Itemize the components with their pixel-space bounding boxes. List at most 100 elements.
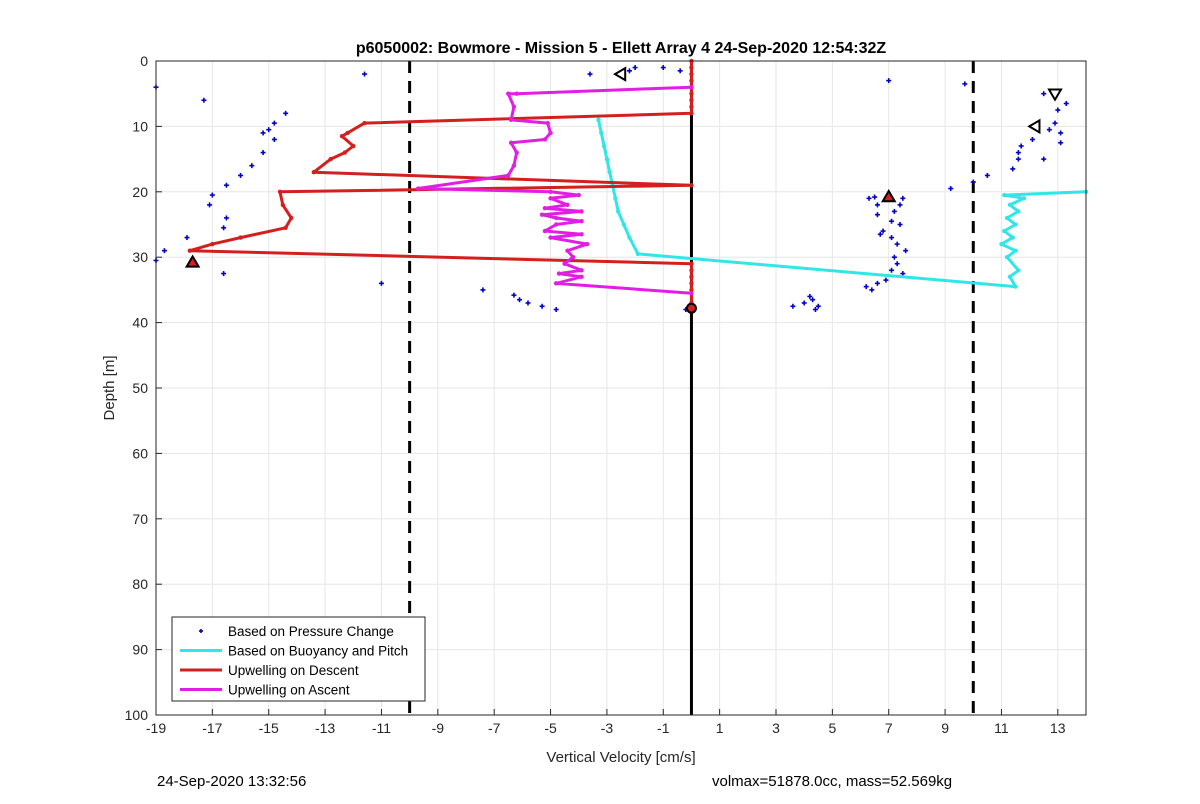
series-vertex	[565, 202, 570, 208]
series-vertex	[579, 274, 584, 280]
pressure-change-point	[517, 297, 523, 303]
series-vertex	[689, 183, 694, 188]
footer-timestamp: 24-Sep-2020 13:32:56	[157, 773, 307, 790]
series-vertex	[689, 287, 694, 293]
pressure-change-point	[632, 65, 638, 71]
series-vertex	[1016, 209, 1021, 214]
series-vertex	[277, 189, 283, 194]
series-vertex	[689, 78, 694, 83]
series-vertex	[351, 143, 356, 149]
y-axis-label: Depth [m]	[101, 355, 118, 420]
pressure-change-point	[874, 280, 880, 286]
x-tick-label: 1	[716, 720, 724, 736]
series-vertex	[553, 222, 559, 227]
pressure-change-point	[984, 172, 990, 178]
y-tick-label: 100	[125, 707, 149, 723]
pressure-change-point	[874, 212, 880, 218]
pressure-change-point	[1018, 143, 1024, 149]
pressure-change-point	[790, 303, 796, 309]
y-tick-label: 60	[132, 445, 148, 461]
x-tick-label: -5	[544, 720, 557, 736]
chart-title: p6050002: Bowmore - Mission 5 - Ellett A…	[356, 40, 887, 57]
y-tick-label: 50	[132, 380, 148, 396]
pressure-change-point	[626, 68, 632, 74]
triangle-left-marker	[613, 66, 627, 82]
series-vertex	[345, 130, 350, 136]
y-tick-label: 40	[132, 315, 148, 331]
series-vertex	[635, 251, 641, 257]
pressure-change-point	[221, 225, 227, 231]
pressure-change-point	[587, 71, 593, 77]
series-vertex	[1013, 222, 1018, 227]
x-tick-label: -15	[259, 720, 279, 736]
x-tick-label: -11	[372, 720, 391, 736]
series-vertex	[615, 209, 621, 214]
pressure-change-point	[1055, 107, 1061, 113]
pressure-change-point	[866, 195, 872, 201]
pressure-change-point	[223, 182, 229, 188]
series-vertex	[689, 65, 694, 70]
pressure-change-point	[271, 136, 277, 142]
pressure-change-point	[238, 172, 244, 178]
series-vertex	[570, 255, 576, 260]
axis-ticks: -19 -17 -15 -13 -11 -9 -7 -5 -3 -1 1 3 5 7 9 11 13010203…	[125, 53, 1066, 736]
pressure-change-point	[872, 194, 878, 200]
pressure-change-point	[260, 130, 266, 136]
pressure-change-point	[897, 202, 903, 208]
pressure-change-point	[810, 297, 816, 303]
series-vertex	[280, 202, 286, 208]
series-vertex	[1004, 215, 1010, 221]
pressure-change-point	[1058, 130, 1064, 136]
legend-entry-label: Upwelling on Descent	[228, 663, 359, 678]
series-vertex	[596, 117, 601, 123]
x-tick-label: 13	[1050, 720, 1066, 736]
series-vertex	[689, 268, 694, 273]
x-tick-label: -17	[202, 720, 222, 736]
pressure-change-point	[660, 65, 666, 71]
series-vertex	[689, 290, 694, 296]
pressure-change-point	[260, 150, 266, 156]
series-vertex	[542, 228, 548, 234]
series-vertex	[187, 248, 193, 253]
series-vertex	[999, 241, 1004, 247]
series-vertex	[579, 219, 584, 224]
pressure-change-point	[207, 202, 213, 208]
event-markers	[184, 66, 1063, 314]
triangle-up-marker	[880, 189, 897, 203]
pressure-change-point	[677, 68, 683, 74]
pressure-change-point	[223, 215, 229, 221]
pressure-change-point	[948, 186, 954, 192]
series-vertex	[689, 91, 694, 96]
pressure-change-point	[962, 81, 968, 87]
series-vertex	[1013, 248, 1018, 253]
series-vertex	[514, 91, 519, 96]
pressure-change-point	[362, 71, 368, 77]
pressure-change-point	[889, 218, 895, 224]
series-vertex	[283, 225, 288, 230]
pressure-change-point	[539, 303, 545, 309]
pressure-change-point	[894, 241, 900, 247]
series-vertex	[613, 196, 618, 201]
series-vertex	[362, 120, 367, 126]
series-vertex	[545, 120, 550, 126]
series-vertex	[1016, 268, 1021, 273]
pressure-change-point	[889, 235, 895, 241]
legend-entry-label: Based on Buoyancy and Pitch	[228, 644, 408, 659]
triangle-up-marker	[184, 254, 201, 268]
series-vertex	[601, 143, 607, 149]
series-vertex	[621, 222, 627, 227]
pressure-change-point	[1015, 156, 1021, 162]
series-vertex	[565, 248, 570, 253]
pressure-change-point	[553, 307, 559, 313]
series-vertex	[553, 281, 559, 286]
series-vertex	[689, 98, 694, 103]
pressure-change-point	[807, 293, 813, 299]
pressure-change-point	[1058, 140, 1064, 146]
x-tick-label: 11	[994, 720, 1009, 736]
series-vertex	[542, 137, 548, 142]
series-vertex	[689, 71, 694, 77]
reference-lines	[408, 61, 975, 715]
x-tick-label: 3	[772, 720, 780, 736]
series-vertex	[1021, 196, 1027, 201]
